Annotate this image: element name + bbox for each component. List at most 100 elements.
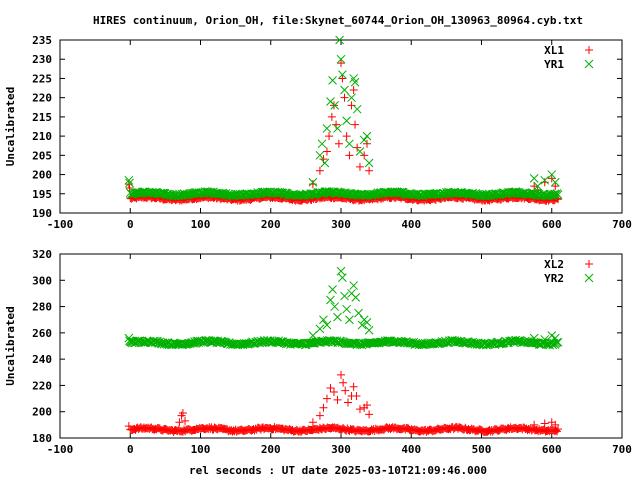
series-YR2-point — [354, 308, 363, 318]
legend-label: YR2 — [544, 272, 564, 285]
series-YR1-point — [362, 131, 372, 141]
series-XL1-point — [355, 162, 364, 171]
x-tick-label: 700 — [612, 443, 632, 456]
x-tick-label: 700 — [612, 218, 632, 231]
series-YR1-point — [330, 101, 340, 110]
series-YR2-point — [338, 273, 347, 283]
series-YR1-point — [352, 104, 362, 114]
legend-label: XL2 — [544, 258, 564, 271]
series-YR1-point — [328, 76, 337, 85]
series-XL1-point — [351, 120, 360, 129]
series-XL2-point — [319, 403, 328, 412]
series-XL2-point — [339, 378, 348, 387]
series-YR1-point — [533, 181, 543, 191]
series-XL2-point — [175, 418, 184, 427]
series-XL1-point — [360, 151, 369, 160]
series-YR1-point — [340, 85, 349, 95]
series-YR1-point — [333, 124, 342, 133]
series-YR1-point — [540, 175, 550, 185]
series-YR1-point — [359, 135, 369, 145]
panel-top: -100 0 100 200 300 400 500 600 700 190 195 200 205 21… — [4, 34, 632, 231]
series-XL1-point — [334, 139, 343, 148]
series-YR2-point — [322, 320, 332, 330]
series-YR1-point — [547, 170, 557, 179]
series-XL1-point — [337, 59, 345, 68]
y-tick-label: 320 — [32, 248, 52, 261]
series-YR2-point — [258, 338, 268, 347]
series-XL1-point — [540, 178, 549, 187]
series-XL2-point — [315, 411, 324, 420]
series-YR2-point — [342, 304, 351, 314]
series-YR1-point — [355, 147, 365, 156]
series-YR2-point — [333, 312, 342, 322]
series-XL2-point — [355, 405, 364, 414]
series-YR2-point — [349, 281, 358, 290]
series-YR1-point — [508, 187, 518, 197]
series-YR2-point — [348, 338, 357, 348]
x-tick-label: 300 — [331, 443, 351, 456]
series-YR2-point — [529, 333, 539, 343]
series-XL2-point — [553, 427, 562, 436]
series-YR1-point — [335, 35, 344, 45]
series-XL1-point — [345, 151, 354, 160]
series-YR2-point — [326, 295, 335, 305]
x-tick-label: 200 — [261, 443, 281, 456]
series-XL1-point — [322, 147, 331, 156]
series-YR1-point — [308, 177, 318, 187]
x-tick-label: 0 — [127, 218, 134, 231]
series-YR2-point — [319, 315, 328, 325]
series-XL1-point — [325, 132, 334, 141]
series-YR1-point — [347, 93, 356, 103]
series-YR2-point — [540, 335, 550, 344]
series-YR2-point — [340, 291, 349, 301]
series-XL2-point — [362, 401, 371, 410]
series-YR1-point — [401, 190, 411, 199]
series-XL1-point — [315, 166, 324, 175]
series-YR1-point — [336, 54, 346, 64]
y-tick-label: 260 — [32, 327, 52, 340]
series-XL2-point — [341, 386, 350, 395]
series-XL1-point — [338, 74, 347, 83]
y-tick-label: 220 — [32, 92, 52, 105]
series-XL1-point — [365, 166, 374, 175]
series-YR2-point — [345, 315, 354, 325]
legend-label: YR1 — [544, 58, 564, 71]
series-XL1-point — [340, 93, 349, 102]
y-tick-label: 235 — [32, 34, 52, 47]
x-tick-label: -100 — [47, 218, 74, 231]
x-tick-label: 600 — [542, 218, 562, 231]
series-YR1-point — [476, 191, 486, 201]
series-XL2-point — [337, 370, 345, 379]
y-axis-label: Uncalibrated — [4, 87, 17, 166]
y-tick-label: 210 — [32, 130, 52, 143]
series-YR2-point — [330, 302, 340, 311]
series-YR2-point — [328, 285, 337, 294]
x-tick-label: 500 — [472, 443, 492, 456]
series-XL2-point — [329, 388, 338, 396]
legend-label: XL1 — [544, 44, 564, 57]
series-YR2-point — [362, 317, 372, 327]
legend-marker — [585, 46, 593, 54]
y-tick-label: 240 — [32, 353, 52, 366]
series-YR1-point — [550, 177, 560, 187]
series-YR1-point — [315, 150, 325, 160]
series-YR1-point — [124, 175, 134, 185]
y-tick-label: 300 — [32, 274, 52, 287]
panel-bottom: -100 0 100 200 300 400 500 600 700 180 200 220 240 26… — [4, 248, 632, 456]
chart-title: HIRES continuum, Orion_OH, file:Skynet_6… — [93, 14, 583, 27]
x-tick-label: 100 — [191, 443, 211, 456]
series-YR2-point — [351, 293, 361, 302]
y-tick-label: 205 — [32, 149, 52, 162]
y-axis-label: Uncalibrated — [4, 306, 17, 385]
series-YR1-point — [320, 158, 330, 168]
series-YR1-point — [350, 77, 360, 87]
x-tick-label: -100 — [47, 443, 74, 456]
y-tick-label: 200 — [32, 169, 52, 182]
series-XL1-point — [342, 132, 351, 141]
series-YR2-point — [547, 331, 557, 340]
y-tick-label: 225 — [32, 72, 52, 85]
y-tick-label: 200 — [32, 406, 52, 419]
series-XL2-point — [344, 398, 353, 407]
legend-marker — [585, 260, 593, 268]
series-YR2-point — [417, 340, 427, 349]
